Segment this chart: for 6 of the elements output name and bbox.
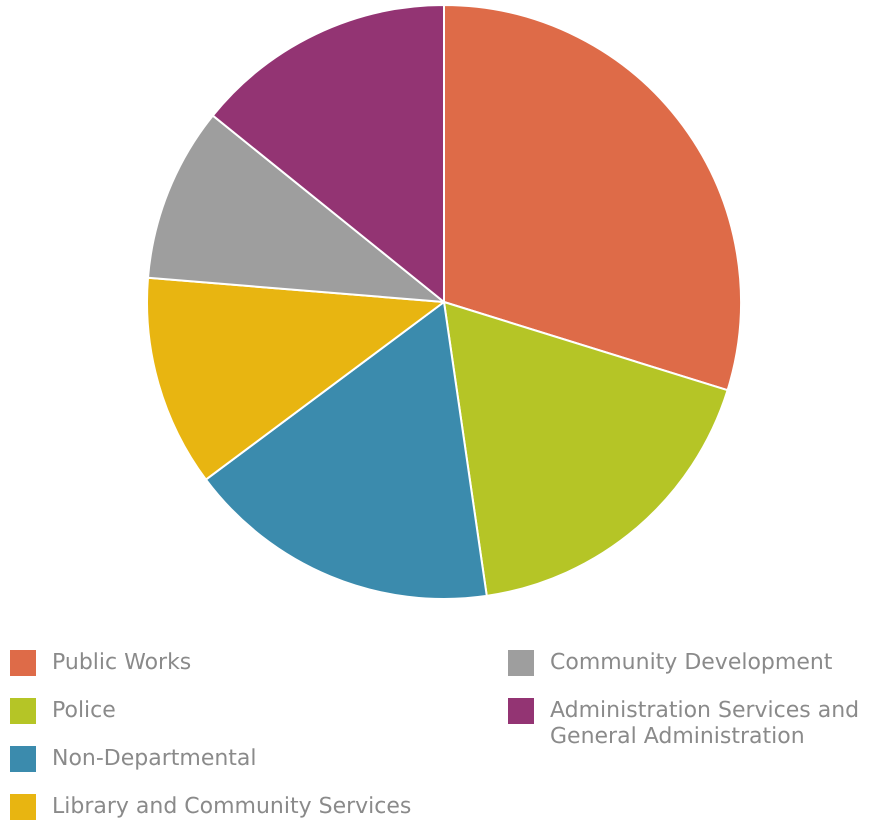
legend-label: Community Development [550,650,832,676]
legend-label: Administration Services and General Administration [550,698,860,750]
legend-label: Non-Departmental [52,746,257,772]
legend-label: Public Works [52,650,192,676]
legend-label: Library and Community Services [52,794,412,820]
legend-label: Police [52,698,116,724]
